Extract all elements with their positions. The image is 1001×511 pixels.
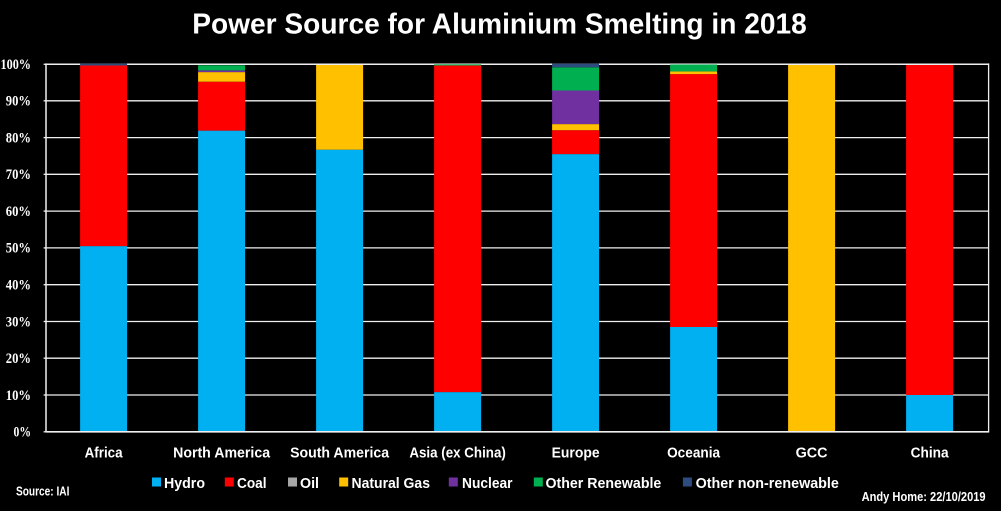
svg-text:Source: IAI: Source: IAI	[16, 485, 69, 499]
svg-text:Other Renewable: Other Renewable	[546, 476, 662, 492]
svg-text:30%: 30%	[6, 314, 31, 330]
svg-text:Power Source for Aluminium Sme: Power Source for Aluminium Smelting in 2…	[192, 9, 807, 41]
svg-text:Other non-renewable: Other non-renewable	[696, 476, 839, 492]
svg-text:60%: 60%	[6, 204, 31, 220]
svg-text:Asia (ex China): Asia (ex China)	[409, 446, 506, 462]
svg-text:South America: South America	[290, 446, 390, 462]
svg-text:Europe: Europe	[552, 446, 600, 462]
svg-text:40%: 40%	[6, 278, 31, 294]
svg-text:100%: 100%	[1, 57, 32, 73]
svg-text:Andy Home: 22/10/2019: Andy Home: 22/10/2019	[862, 490, 986, 504]
svg-text:China: China	[911, 446, 950, 462]
svg-text:Hydro: Hydro	[164, 476, 205, 492]
svg-text:Oceania: Oceania	[667, 446, 721, 462]
svg-text:50%: 50%	[6, 241, 31, 257]
svg-text:Natural Gas: Natural Gas	[352, 476, 431, 492]
svg-text:10%: 10%	[6, 388, 31, 404]
svg-text:GCC: GCC	[796, 446, 828, 462]
svg-text:90%: 90%	[6, 94, 31, 110]
svg-text:20%: 20%	[6, 351, 31, 367]
svg-text:Africa: Africa	[85, 446, 124, 462]
svg-text:80%: 80%	[6, 130, 31, 146]
svg-text:Coal: Coal	[237, 476, 267, 492]
svg-text:0%: 0%	[14, 425, 32, 441]
svg-text:70%: 70%	[6, 167, 31, 183]
svg-text:Nuclear: Nuclear	[462, 476, 513, 492]
svg-text:North America: North America	[173, 446, 271, 462]
svg-text:Oil: Oil	[300, 476, 319, 492]
